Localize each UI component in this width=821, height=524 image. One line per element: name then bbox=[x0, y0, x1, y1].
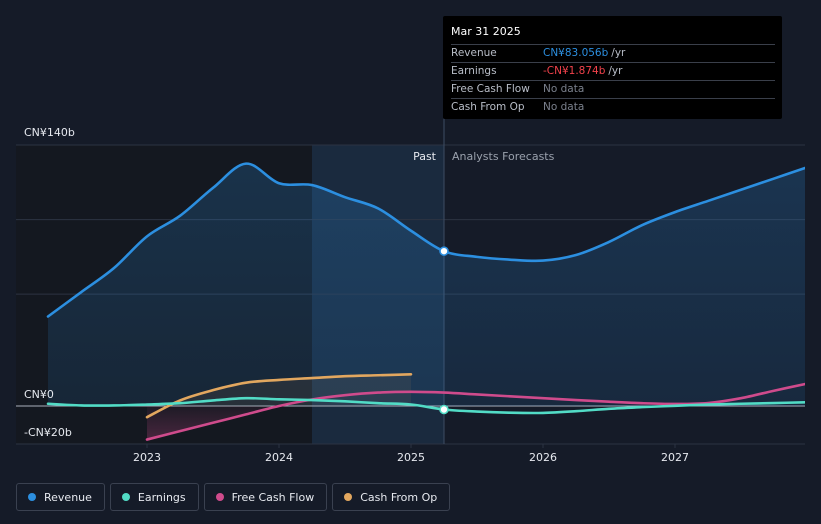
tooltip-row-cfo: Cash From Op No data bbox=[451, 98, 775, 116]
tooltip-value: -CN¥1.874b bbox=[543, 65, 606, 77]
x-tick-label: 2024 bbox=[265, 451, 293, 464]
tooltip-label: Earnings bbox=[451, 65, 497, 77]
y-tick-label: CN¥140b bbox=[24, 126, 75, 139]
y-tick-label: -CN¥20b bbox=[24, 426, 72, 439]
legend-label: Earnings bbox=[137, 490, 186, 504]
tooltip-label: Free Cash Flow bbox=[451, 83, 530, 95]
tooltip-unit: /yr bbox=[608, 65, 623, 77]
tooltip-row-fcf: Free Cash Flow No data bbox=[451, 80, 775, 98]
legend-item-free-cash-flow[interactable]: Free Cash Flow bbox=[203, 483, 328, 511]
earnings-highlight-point bbox=[439, 404, 449, 415]
legend-label: Revenue bbox=[44, 490, 92, 504]
cfo-line bbox=[145, 373, 413, 419]
past-label: Past bbox=[413, 150, 437, 163]
forecast-label: Analysts Forecasts bbox=[452, 150, 555, 163]
legend-label: Free Cash Flow bbox=[231, 490, 315, 504]
tooltip-value: No data bbox=[543, 101, 585, 113]
tooltip-date: Mar 31 2025 bbox=[451, 25, 521, 38]
legend-dot-icon bbox=[121, 493, 130, 501]
legend-label: Cash From Op bbox=[360, 490, 438, 504]
x-tick-label: 2023 bbox=[133, 451, 161, 464]
earnings-line bbox=[46, 396, 805, 415]
tooltip-row-revenue: Revenue CN¥83.056b /yr bbox=[451, 44, 775, 62]
tooltip-row-earnings: Earnings -CN¥1.874b /yr bbox=[451, 62, 775, 80]
tooltip-unit: /yr bbox=[611, 47, 626, 59]
tooltip-value: CN¥83.056b bbox=[543, 47, 609, 59]
cfo-area bbox=[147, 374, 411, 406]
chart-legend: Revenue Earnings Free Cash Flow Cash Fro… bbox=[16, 483, 451, 511]
x-tick-label: 2025 bbox=[397, 451, 425, 464]
tooltip-label: Revenue bbox=[451, 47, 497, 59]
legend-dot-icon bbox=[344, 493, 353, 501]
legend-dot-icon bbox=[28, 493, 36, 501]
hover-tooltip: Mar 31 2025 Revenue CN¥83.056b /yr Earni… bbox=[443, 16, 782, 119]
x-tick-label: 2027 bbox=[661, 451, 689, 464]
revenue-line bbox=[46, 162, 805, 318]
legend-item-cash-from-op[interactable]: Cash From Op bbox=[332, 483, 451, 511]
revenue-area bbox=[48, 163, 805, 406]
x-tick-label: 2026 bbox=[529, 451, 557, 464]
legend-item-revenue[interactable]: Revenue bbox=[16, 483, 105, 511]
tooltip-value: No data bbox=[543, 83, 585, 95]
legend-dot-icon bbox=[215, 493, 224, 501]
y-tick-label: CN¥0 bbox=[24, 388, 54, 401]
revenue-highlight-point bbox=[439, 246, 449, 256]
legend-item-earnings[interactable]: Earnings bbox=[109, 483, 199, 511]
tooltip-label: Cash From Op bbox=[451, 101, 525, 113]
